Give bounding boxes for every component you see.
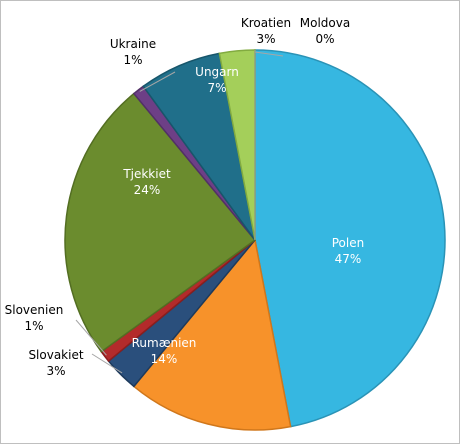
slice-value-tjekkiet: 24% [134,183,161,197]
slice-label-polen: Polen [332,236,364,250]
slice-value-slovakiet: 3% [46,364,65,378]
slice-value-kroatien: 3% [256,32,275,46]
slice-tjekkiet [64,92,257,353]
slice-label-tjekkiet: Tjekkiet [122,167,171,181]
slice-value-ukraine: 1% [123,53,142,67]
leader-lines [75,51,284,374]
leader-line-moldova [254,51,284,57]
slice-label-ukraine: Ukraine [110,37,156,51]
slice-labels: Polen 47% Rumænien 14% Slovakiet 3% Slovenien 1… [5,16,365,378]
slice-label-slovenien: Slovenien [5,303,64,317]
slice-label-rumænien: Rumænien [132,336,197,350]
slice-rumænien [132,238,292,431]
slice-polen [254,49,446,428]
leader-line-slovenien [75,319,107,356]
slice-value-moldova: 0% [315,32,334,46]
leader-line-ukraine [139,71,176,92]
slice-label-kroatien: Kroatien [241,16,291,30]
slice-value-polen: 47% [335,252,362,266]
leader-line-slovakiet [91,353,123,374]
slice-label-ungarn: Ungarn [195,65,239,79]
slice-label-moldova: Moldova [300,16,350,30]
slice-value-slovenien: 1% [24,319,43,333]
slice-value-rumænien: 14% [151,352,178,366]
slice-value-ungarn: 7% [207,81,226,95]
pie-slices [64,49,446,431]
slice-label-slovakiet: Slovakiet [28,348,83,362]
